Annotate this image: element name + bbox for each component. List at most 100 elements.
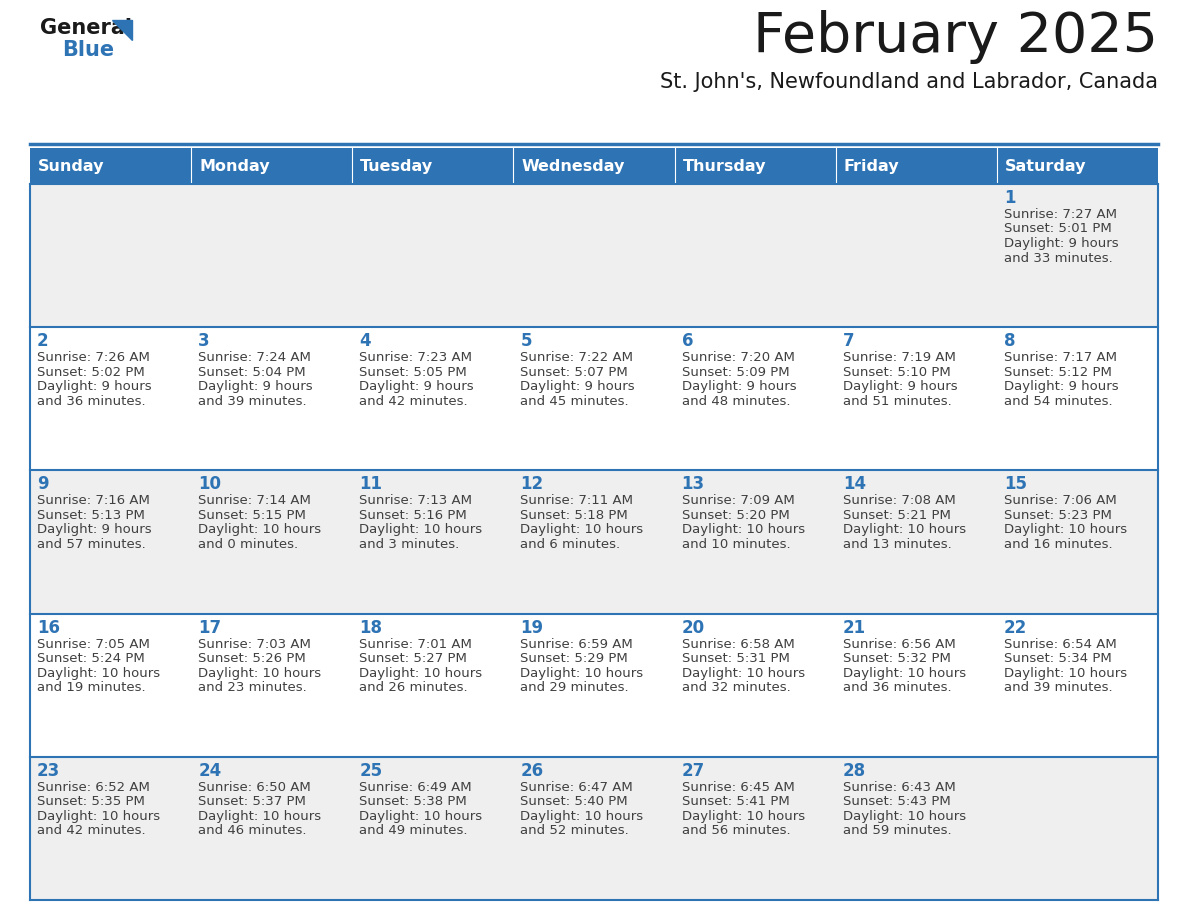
Text: and 26 minutes.: and 26 minutes. [359, 681, 468, 694]
Bar [675, 756, 835, 900]
Text: Sunset: 5:31 PM: Sunset: 5:31 PM [682, 652, 790, 666]
Text: Sunrise: 7:24 AM: Sunrise: 7:24 AM [198, 352, 311, 364]
Text: Sunset: 5:05 PM: Sunset: 5:05 PM [359, 365, 467, 379]
Bar [997, 613, 1158, 756]
Bar [191, 184, 353, 327]
Text: Daylight: 10 hours: Daylight: 10 hours [842, 666, 966, 679]
Text: 16: 16 [37, 619, 61, 636]
Text: Sunrise: 7:06 AM: Sunrise: 7:06 AM [1004, 495, 1117, 508]
Text: Daylight: 9 hours: Daylight: 9 hours [198, 380, 312, 393]
Bar [997, 148, 1158, 184]
Text: Sunrise: 7:01 AM: Sunrise: 7:01 AM [359, 638, 472, 651]
Bar [353, 613, 513, 756]
Bar [513, 148, 675, 184]
Bar [513, 756, 675, 900]
Bar [835, 613, 997, 756]
Text: Sunset: 5:38 PM: Sunset: 5:38 PM [359, 795, 467, 809]
Text: 28: 28 [842, 762, 866, 779]
Bar [30, 613, 191, 756]
Text: Sunset: 5:01 PM: Sunset: 5:01 PM [1004, 222, 1112, 236]
Text: Sunrise: 7:08 AM: Sunrise: 7:08 AM [842, 495, 955, 508]
Text: Sunrise: 6:49 AM: Sunrise: 6:49 AM [359, 781, 472, 794]
Bar [353, 470, 513, 613]
Bar [513, 613, 675, 756]
Text: 10: 10 [198, 476, 221, 493]
Text: Sunrise: 7:23 AM: Sunrise: 7:23 AM [359, 352, 473, 364]
Text: Blue: Blue [62, 40, 114, 60]
Text: 15: 15 [1004, 476, 1026, 493]
Text: 11: 11 [359, 476, 383, 493]
Text: Sunrise: 6:47 AM: Sunrise: 6:47 AM [520, 781, 633, 794]
Text: Sunset: 5:21 PM: Sunset: 5:21 PM [842, 509, 950, 522]
Bar [835, 148, 997, 184]
Text: Sunrise: 6:45 AM: Sunrise: 6:45 AM [682, 781, 795, 794]
Text: 18: 18 [359, 619, 383, 636]
Text: and 33 minutes.: and 33 minutes. [1004, 252, 1113, 264]
Bar [513, 184, 675, 327]
Text: Sunset: 5:29 PM: Sunset: 5:29 PM [520, 652, 628, 666]
Text: Sunrise: 7:20 AM: Sunrise: 7:20 AM [682, 352, 795, 364]
Text: and 36 minutes.: and 36 minutes. [37, 395, 146, 408]
Text: 3: 3 [198, 332, 210, 350]
Text: Sunset: 5:18 PM: Sunset: 5:18 PM [520, 509, 628, 522]
Bar [835, 184, 997, 327]
Text: Sunrise: 6:58 AM: Sunrise: 6:58 AM [682, 638, 795, 651]
Bar [191, 470, 353, 613]
Text: Daylight: 9 hours: Daylight: 9 hours [359, 380, 474, 393]
Bar [30, 327, 191, 470]
Text: and 48 minutes.: and 48 minutes. [682, 395, 790, 408]
Text: Daylight: 9 hours: Daylight: 9 hours [1004, 380, 1118, 393]
Text: 24: 24 [198, 762, 221, 779]
Text: Sunset: 5:04 PM: Sunset: 5:04 PM [198, 365, 305, 379]
Text: Daylight: 9 hours: Daylight: 9 hours [682, 380, 796, 393]
Text: Daylight: 10 hours: Daylight: 10 hours [682, 810, 804, 823]
Text: and 6 minutes.: and 6 minutes. [520, 538, 620, 551]
Text: Daylight: 10 hours: Daylight: 10 hours [198, 810, 321, 823]
Text: and 42 minutes.: and 42 minutes. [359, 395, 468, 408]
Text: Sunrise: 7:03 AM: Sunrise: 7:03 AM [198, 638, 311, 651]
Text: Sunrise: 7:17 AM: Sunrise: 7:17 AM [1004, 352, 1117, 364]
Bar [835, 470, 997, 613]
Bar [675, 613, 835, 756]
Text: Daylight: 10 hours: Daylight: 10 hours [520, 666, 644, 679]
Bar [675, 470, 835, 613]
Text: Sunset: 5:27 PM: Sunset: 5:27 PM [359, 652, 467, 666]
Text: Daylight: 9 hours: Daylight: 9 hours [1004, 237, 1118, 250]
Bar [353, 756, 513, 900]
Text: 20: 20 [682, 619, 704, 636]
Text: Sunrise: 7:14 AM: Sunrise: 7:14 AM [198, 495, 311, 508]
Text: Daylight: 10 hours: Daylight: 10 hours [1004, 666, 1127, 679]
Text: Thursday: Thursday [683, 159, 766, 174]
Bar [997, 470, 1158, 613]
Text: February 2025: February 2025 [753, 10, 1158, 64]
Text: Sunday: Sunday [38, 159, 105, 174]
Text: and 19 minutes.: and 19 minutes. [37, 681, 146, 694]
Text: Sunrise: 6:56 AM: Sunrise: 6:56 AM [842, 638, 955, 651]
Text: Sunrise: 7:09 AM: Sunrise: 7:09 AM [682, 495, 795, 508]
Text: and 0 minutes.: and 0 minutes. [198, 538, 298, 551]
Text: Sunset: 5:16 PM: Sunset: 5:16 PM [359, 509, 467, 522]
Text: Sunset: 5:07 PM: Sunset: 5:07 PM [520, 365, 628, 379]
Text: 17: 17 [198, 619, 221, 636]
Text: Sunset: 5:13 PM: Sunset: 5:13 PM [37, 509, 145, 522]
Text: Sunset: 5:15 PM: Sunset: 5:15 PM [198, 509, 307, 522]
Text: and 16 minutes.: and 16 minutes. [1004, 538, 1112, 551]
Text: and 23 minutes.: and 23 minutes. [198, 681, 307, 694]
Text: and 51 minutes.: and 51 minutes. [842, 395, 952, 408]
Text: and 10 minutes.: and 10 minutes. [682, 538, 790, 551]
Text: Wednesday: Wednesday [522, 159, 625, 174]
Text: 5: 5 [520, 332, 532, 350]
Text: General: General [40, 18, 132, 38]
Bar [30, 756, 191, 900]
Bar [835, 756, 997, 900]
Bar [191, 148, 353, 184]
Bar [191, 327, 353, 470]
Bar [30, 184, 191, 327]
Text: Daylight: 10 hours: Daylight: 10 hours [842, 523, 966, 536]
Text: Daylight: 10 hours: Daylight: 10 hours [1004, 523, 1127, 536]
Text: and 52 minutes.: and 52 minutes. [520, 824, 630, 837]
Text: and 39 minutes.: and 39 minutes. [198, 395, 307, 408]
Text: Daylight: 10 hours: Daylight: 10 hours [842, 810, 966, 823]
Text: and 54 minutes.: and 54 minutes. [1004, 395, 1112, 408]
Text: 13: 13 [682, 476, 704, 493]
